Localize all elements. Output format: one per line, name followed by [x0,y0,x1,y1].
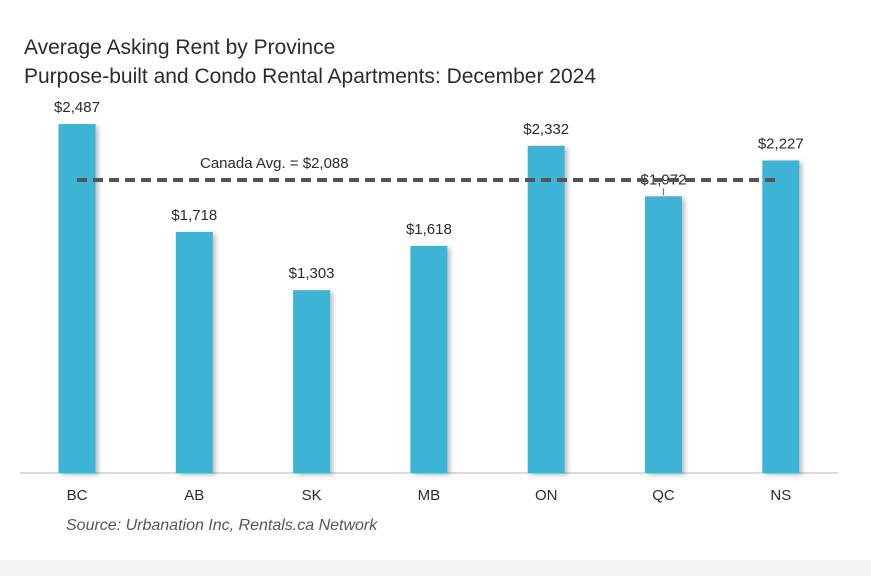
bar-mb [410,245,448,473]
bar-sk [293,290,331,473]
bar-ns [762,160,800,474]
bar-ab [175,231,213,473]
x-tick-label-bc: BC [67,487,88,504]
x-tick-label-on: ON [535,487,558,504]
x-tick-label-ab: AB [184,487,204,504]
bar-chart: $2,487 BC $1,718 AB $1,303 SK $1,618 MB $2,332 ON… [20,99,838,504]
data-label-qc: $1,972 [641,171,687,188]
chart-subtitle: Purpose-built and Condo Rental Apartment… [24,65,597,88]
data-label-ab: $1,718 [171,207,217,224]
chart-title-block: Average Asking Rent by Province Purpose-… [24,33,596,91]
data-label-on: $2,332 [523,121,569,138]
bar-on [527,145,565,473]
bar-bc [58,124,96,473]
average-reference-label: Canada Avg. = $2,088 [200,155,349,172]
chart-title: Average Asking Rent by Province [24,36,336,59]
data-label-bc: $2,487 [54,99,100,116]
x-tick-label-ns: NS [770,487,791,504]
footer-band [0,560,871,576]
data-label-ns: $2,227 [758,135,804,152]
source-note: Source: Urbanation Inc, Rentals.ca Netwo… [66,517,378,534]
x-tick-label-sk: SK [302,487,322,504]
x-tick-label-mb: MB [418,487,441,504]
bar-qc [645,196,682,473]
data-label-mb: $1,618 [406,221,452,238]
bars-group [58,124,800,474]
data-label-sk: $1,303 [289,265,335,282]
x-tick-label-qc: QC [652,487,675,504]
